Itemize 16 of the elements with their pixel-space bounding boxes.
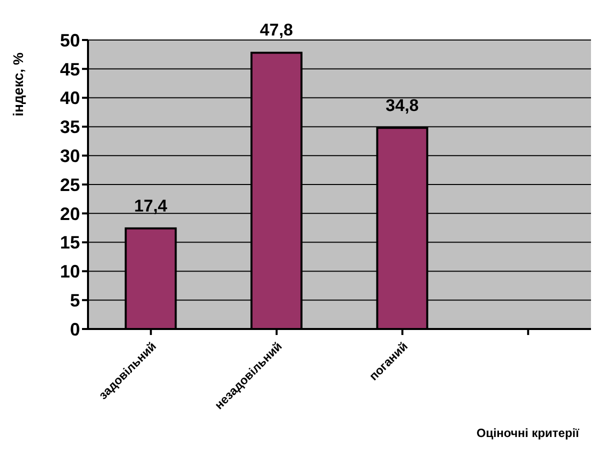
y-tick-label: 0 (70, 319, 80, 340)
y-axis-title: індекс, % (10, 52, 26, 116)
y-tick-label: 50 (60, 30, 80, 50)
y-tick-label: 5 (70, 290, 80, 310)
y-tick-label: 40 (60, 88, 80, 108)
y-tick-label: 25 (60, 174, 80, 195)
data-label: 17,4 (134, 196, 168, 216)
y-tick-label: 15 (60, 232, 80, 253)
y-tick-label: 30 (60, 146, 80, 166)
data-label: 47,8 (260, 20, 294, 40)
data-label: 34,8 (386, 96, 419, 115)
y-tick-label: 35 (60, 117, 80, 138)
y-tick-label: 20 (60, 204, 80, 224)
y-tick-label: 45 (60, 59, 80, 80)
y-tick-label: 10 (60, 262, 80, 282)
x-axis-title: Оціночні критерії (476, 426, 580, 440)
